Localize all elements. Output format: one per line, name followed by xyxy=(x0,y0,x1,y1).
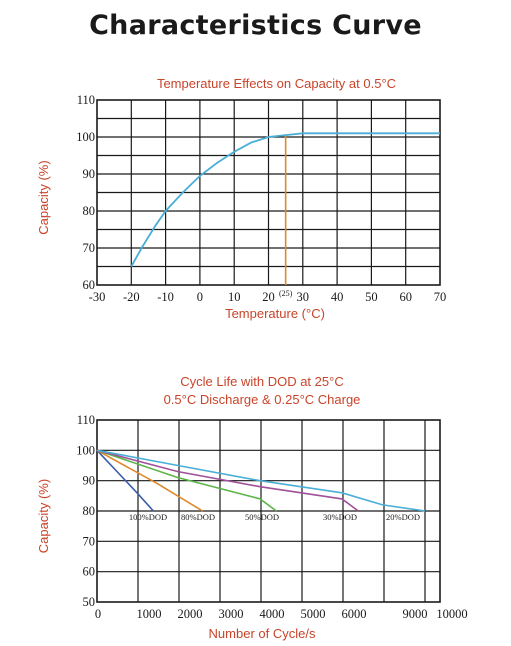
chart2-series-label: 30%DOD xyxy=(323,512,357,522)
chart2-series-label: 80%DOD xyxy=(181,512,215,522)
chart1-y-tick-label: 110 xyxy=(77,93,95,107)
chart2-x-tick-label: 2000 xyxy=(178,607,203,621)
chart2-x-tick-label: 1000 xyxy=(137,607,162,621)
chart1-x-tick-label: -20 xyxy=(123,290,140,304)
chart2-series-line xyxy=(96,449,426,512)
chart1-x-tick-label: 40 xyxy=(331,290,344,304)
chart2-y-tick-label: 60 xyxy=(83,565,96,579)
chart2-x-tick-label: 6000 xyxy=(342,607,367,621)
chart1-x-tick-label: 30 xyxy=(297,290,310,304)
chart1-plot-border xyxy=(96,99,441,286)
chart2-y-axis-label: Capacity (%) xyxy=(36,479,51,553)
chart1-y-axis-label: Capacity (%) xyxy=(36,160,51,234)
chart2-x-tick-label: 5000 xyxy=(301,607,326,621)
chart1-x-tick-label: 50 xyxy=(365,290,378,304)
chart1-x-tick-label: 0 xyxy=(197,290,203,304)
chart2-y-tick-label: 110 xyxy=(77,413,95,427)
chart2-x-axis-label: Number of Cycle/s xyxy=(209,626,316,641)
chart2-x-tick-label: 10000 xyxy=(436,607,467,621)
chart2-series-line xyxy=(96,449,154,512)
chart1-title: Temperature Effects on Capacity at 0.5°C xyxy=(157,76,396,91)
chart2-series-line xyxy=(96,449,277,512)
chart2-series-line xyxy=(96,449,359,512)
chart1-x-tick-label: 10 xyxy=(228,290,241,304)
chart1-series-line xyxy=(130,132,440,267)
chart2-series-label: 20%DOD xyxy=(386,512,420,522)
chart2-subtitle: 0.5°C Discharge & 0.25°C Charge xyxy=(164,392,361,407)
chart1-x-tick-label: -30 xyxy=(89,290,106,304)
chart2-series-label: 100%DOD xyxy=(129,512,167,522)
chart1-y-tick-label: 90 xyxy=(83,167,96,181)
chart2-x-tick-label: 9000 xyxy=(403,607,428,621)
chart1-y-tick-label: 70 xyxy=(83,241,96,255)
page-title: Characteristics Curve xyxy=(89,10,422,41)
chart2-x-tick-label: 4000 xyxy=(260,607,285,621)
chart2-series-label: 50%DOD xyxy=(245,512,279,522)
chart1-y-tick-label: 100 xyxy=(76,130,95,144)
chart2-y-tick-label: 50 xyxy=(83,595,96,609)
chart1-y-tick-label: 80 xyxy=(83,204,96,218)
chart2-y-tick-label: 70 xyxy=(83,534,96,548)
chart2-y-tick-label: 80 xyxy=(83,504,96,518)
chart2-x-tick-label: 3000 xyxy=(219,607,244,621)
chart2-y-tick-label: 90 xyxy=(83,474,96,488)
chart2-plot-border xyxy=(96,419,441,603)
chart2-x-tick-label: 0 xyxy=(95,607,101,621)
chart1-x-tick-label: 70 xyxy=(434,290,447,304)
chart1-y-tick-label: 60 xyxy=(83,278,96,292)
chart1-x-tick-label: 60 xyxy=(399,290,412,304)
chart1-x-tick-label: -10 xyxy=(157,290,174,304)
chart2-series-line xyxy=(96,449,204,512)
chart1-x-tick-label: 20 xyxy=(262,290,275,304)
chart1-reference-label: (25) xyxy=(279,289,293,298)
chart1-x-axis-label: Temperature (°C) xyxy=(225,306,325,321)
chart2-y-tick-label: 100 xyxy=(76,443,95,457)
chart2-title: Cycle Life with DOD at 25°C xyxy=(180,374,343,389)
